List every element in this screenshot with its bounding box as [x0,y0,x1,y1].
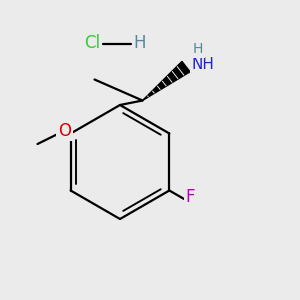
Polygon shape [142,61,190,100]
Text: NH: NH [191,57,214,72]
Text: H: H [134,34,146,52]
Text: O: O [58,122,71,140]
Text: H: H [193,42,203,56]
Text: Cl: Cl [84,34,101,52]
Text: F: F [185,188,195,206]
